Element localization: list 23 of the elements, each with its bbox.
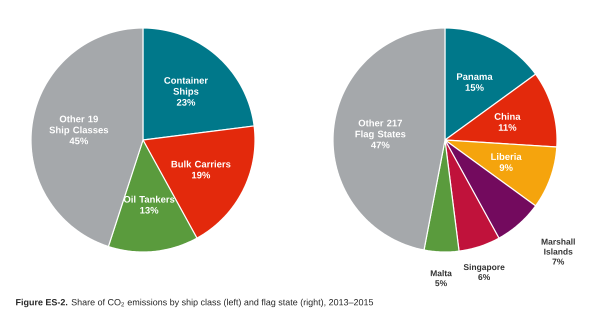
data-label: 45% — [70, 138, 88, 144]
data-label: 7% — [552, 258, 564, 265]
data-label: 5% — [435, 280, 447, 286]
data-label: 47% — [371, 142, 390, 148]
slice-label: Container Ships — [164, 76, 208, 97]
slice-label: Other 19 Ship Classes — [49, 115, 108, 136]
slice-label: Other 217 Flag States — [355, 119, 406, 140]
data-label: 6% — [478, 274, 490, 280]
slice-label: Panama — [456, 73, 493, 80]
data-label: 19% — [192, 172, 210, 178]
slice-label: China — [494, 112, 521, 120]
data-label: 13% — [140, 206, 158, 214]
slice-label: Marshall Islands — [542, 238, 575, 255]
slice-label: Malta — [430, 270, 452, 276]
data-label: 11% — [498, 124, 516, 131]
slice-label: Oil Tankers — [124, 196, 174, 203]
slice-label: Liberia — [491, 153, 522, 160]
data-label: 15% — [466, 84, 484, 91]
text: Figure ES-2. Share of CO$_{2}$ emissions by ship class (left) and flag state (right), 2013–2015 — [16, 298, 374, 308]
slice-label: Bulk Carriers — [172, 160, 230, 168]
data-label: 23% — [176, 98, 196, 106]
data-label: 9% — [500, 164, 513, 171]
slice-label: Singapore — [464, 264, 505, 272]
